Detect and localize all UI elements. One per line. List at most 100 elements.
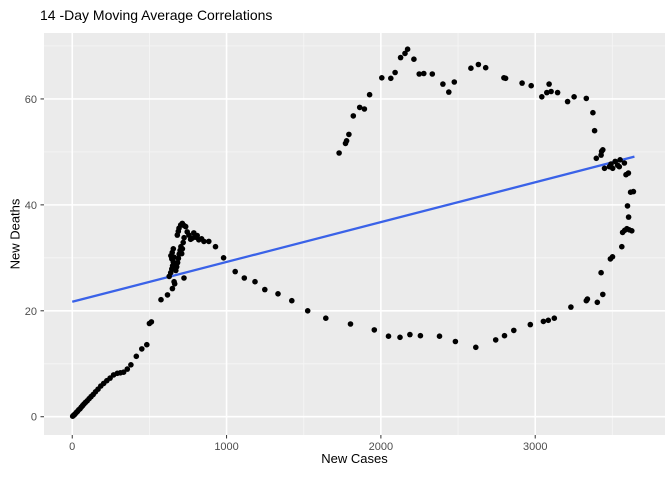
data-point bbox=[181, 234, 187, 241]
data-point bbox=[194, 232, 200, 239]
y-axis-tick-label: 0 bbox=[31, 412, 37, 424]
regression-line bbox=[71, 155, 635, 303]
data-point bbox=[475, 61, 482, 68]
y-axis-tick-label: 60 bbox=[25, 94, 37, 106]
data-point bbox=[473, 344, 479, 351]
data-point bbox=[212, 243, 219, 250]
data-point bbox=[179, 246, 186, 252]
data-point bbox=[133, 353, 140, 360]
data-point bbox=[528, 82, 534, 89]
data-point bbox=[452, 338, 459, 345]
data-point bbox=[519, 80, 525, 86]
data-point bbox=[600, 291, 606, 298]
data-point bbox=[492, 337, 499, 343]
data-point bbox=[144, 341, 150, 348]
data-point bbox=[627, 189, 634, 195]
data-point bbox=[468, 65, 474, 71]
plot-title: 14 -Day Moving Average Correlations bbox=[40, 7, 273, 23]
data-point bbox=[128, 362, 134, 368]
data-point bbox=[446, 89, 452, 95]
data-point bbox=[397, 334, 403, 341]
data-point bbox=[598, 152, 604, 158]
data-point bbox=[342, 140, 349, 147]
data-point bbox=[350, 113, 357, 119]
plot-panel-background bbox=[44, 33, 665, 435]
data-point bbox=[252, 278, 258, 285]
data-point bbox=[180, 239, 186, 246]
data-point bbox=[545, 317, 552, 324]
data-point bbox=[548, 88, 554, 95]
data-point bbox=[206, 238, 212, 245]
data-point bbox=[625, 214, 632, 220]
data-point bbox=[593, 155, 600, 162]
data-point bbox=[366, 91, 373, 98]
x-axis-tick-label: 0 bbox=[69, 441, 75, 453]
data-point bbox=[416, 71, 423, 77]
x-axis-tick-label: 3000 bbox=[523, 441, 547, 453]
data-point bbox=[540, 318, 547, 325]
data-point bbox=[623, 171, 629, 178]
data-point bbox=[619, 243, 625, 250]
data-point bbox=[124, 366, 131, 372]
data-point bbox=[347, 321, 354, 327]
data-point bbox=[139, 346, 145, 352]
data-point bbox=[336, 150, 342, 156]
data-point bbox=[564, 98, 571, 105]
data-point bbox=[440, 81, 446, 87]
data-point bbox=[392, 69, 398, 76]
data-point bbox=[511, 327, 517, 334]
data-point bbox=[323, 315, 329, 322]
data-point bbox=[598, 269, 604, 276]
x-axis-title: New Cases bbox=[321, 451, 388, 466]
x-axis-tick-label: 2000 bbox=[369, 441, 393, 453]
data-point bbox=[571, 94, 577, 100]
data-point bbox=[612, 158, 618, 165]
data-point bbox=[169, 285, 176, 292]
data-point bbox=[591, 127, 598, 134]
data-point bbox=[482, 64, 489, 71]
data-point bbox=[201, 238, 207, 245]
data-point bbox=[429, 71, 436, 77]
data-point bbox=[171, 278, 177, 285]
data-point bbox=[232, 268, 238, 275]
data-point bbox=[527, 321, 534, 328]
data-point bbox=[148, 319, 155, 325]
data-point bbox=[609, 253, 616, 260]
data-point bbox=[451, 79, 458, 85]
data-point bbox=[182, 223, 189, 230]
data-point bbox=[346, 131, 352, 138]
data-point bbox=[178, 250, 185, 257]
data-point bbox=[220, 254, 227, 261]
data-point bbox=[568, 304, 574, 310]
data-point bbox=[590, 109, 596, 116]
data-point bbox=[356, 104, 363, 111]
data-point bbox=[417, 332, 424, 339]
data-point bbox=[421, 70, 427, 77]
y-axis-tick-label: 20 bbox=[25, 306, 37, 318]
data-point bbox=[584, 296, 591, 302]
data-point bbox=[621, 160, 628, 166]
data-point bbox=[173, 264, 180, 270]
data-point bbox=[304, 308, 311, 314]
data-point bbox=[629, 228, 635, 234]
data-point bbox=[601, 165, 608, 172]
data-point bbox=[181, 275, 187, 281]
data-point bbox=[551, 315, 558, 322]
data-point bbox=[407, 331, 413, 338]
data-point bbox=[554, 89, 561, 96]
data-point bbox=[388, 75, 394, 82]
data-point bbox=[120, 369, 127, 376]
data-point bbox=[546, 81, 552, 87]
data-point bbox=[361, 106, 368, 112]
data-point bbox=[501, 332, 508, 339]
data-point bbox=[436, 333, 443, 340]
data-point bbox=[402, 50, 408, 57]
data-point bbox=[606, 163, 613, 170]
data-point bbox=[385, 333, 392, 340]
data-point bbox=[617, 157, 623, 163]
data-point bbox=[371, 327, 378, 333]
data-point bbox=[289, 297, 295, 304]
data-point bbox=[170, 246, 177, 252]
